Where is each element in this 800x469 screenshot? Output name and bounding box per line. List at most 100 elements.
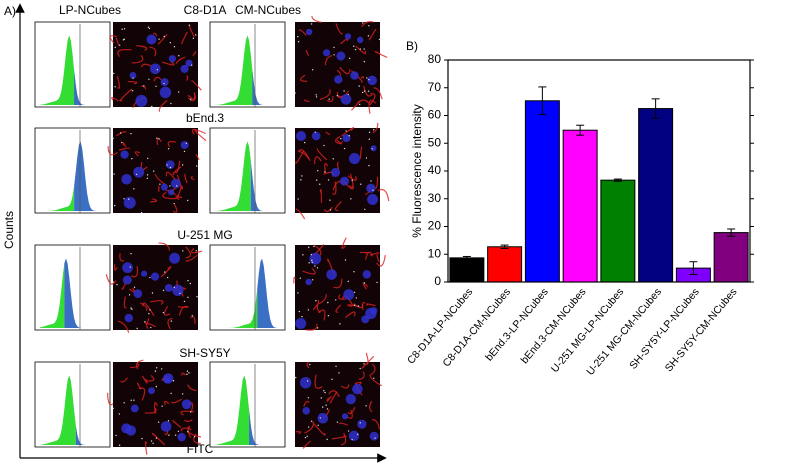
particle: [183, 150, 186, 153]
panel-b: B) % Fluorescence intensity 0 10 20 30 40 50 6…: [405, 39, 754, 378]
particle: [116, 283, 118, 286]
particle: [308, 262, 310, 264]
cell-stain: [376, 255, 386, 267]
particle: [189, 411, 192, 413]
nucleus-stain: [334, 75, 343, 84]
cell-stain: [175, 196, 183, 200]
column-heading: CM-NCubes: [235, 3, 301, 17]
particle: [132, 77, 134, 79]
particle: [169, 41, 172, 44]
particle: [177, 430, 180, 432]
cell-stain: [177, 306, 189, 308]
cell-stain: [300, 74, 308, 82]
cell-stain: [165, 171, 176, 181]
particle: [311, 69, 314, 71]
particle: [304, 436, 307, 439]
cell-stain: [347, 175, 357, 181]
row-label: C8-D1A: [184, 3, 227, 17]
cell-stain: [355, 45, 367, 55]
particle: [185, 142, 188, 145]
nucleus-stain: [302, 407, 310, 415]
particle: [195, 34, 197, 36]
nucleus-stain: [168, 189, 175, 196]
cell-stain: [313, 423, 326, 436]
particle: [367, 35, 370, 37]
panel-a: A) Counts FITC LP-NCubes CM-NCubes C8-D1…: [2, 3, 390, 463]
particle: [357, 305, 360, 307]
cell-stain: [314, 374, 323, 389]
particle: [169, 166, 172, 169]
particle: [363, 363, 365, 365]
cell-stain: [194, 129, 207, 142]
cell-stain: [368, 100, 377, 114]
cell-stain: [136, 45, 148, 52]
cell-stain: [361, 302, 366, 310]
particle: [192, 37, 195, 40]
particle: [327, 315, 330, 317]
nucleus-stain: [123, 196, 136, 209]
particle: [353, 271, 355, 273]
cell-stain: [109, 35, 117, 44]
particle: [323, 390, 325, 392]
particle: [148, 27, 151, 30]
particle: [158, 138, 160, 140]
nucleus-stain: [164, 283, 173, 292]
cell-stain: [318, 309, 326, 321]
particle: [181, 393, 184, 395]
cell-stain: [359, 146, 363, 159]
particle: [150, 326, 152, 329]
cell-stain: [339, 66, 351, 75]
micrograph: [295, 362, 380, 447]
particle: [118, 44, 121, 46]
row-label: SH-SY5Y: [179, 346, 230, 360]
particle: [336, 421, 339, 423]
particle: [155, 437, 158, 439]
cell-stain: [152, 32, 158, 37]
cell-stain: [333, 278, 343, 289]
particle: [351, 179, 353, 182]
nucleus-stain: [357, 36, 364, 44]
cell-stain: [377, 188, 390, 202]
cell-stain: [336, 139, 344, 144]
particle: [123, 198, 125, 200]
particle: [158, 38, 160, 40]
nucleus-stain: [361, 315, 370, 324]
particle: [325, 404, 327, 406]
cell-stain: [111, 96, 119, 102]
nucleus-stain: [367, 194, 379, 205]
cell-stain: [150, 300, 164, 305]
nucleus-stain: [367, 75, 377, 86]
cell-stain: [164, 400, 170, 405]
cell-stain: [187, 93, 196, 100]
particle: [196, 295, 198, 298]
cell-stain: [118, 320, 130, 333]
cell-stain: [115, 37, 119, 46]
particle: [122, 39, 125, 41]
cell-stain: [305, 323, 318, 331]
cell-stain: [371, 419, 381, 430]
particle: [316, 327, 319, 329]
cell-stain: [347, 406, 356, 415]
particle: [156, 137, 158, 139]
y-axis-label: Counts: [2, 211, 16, 249]
cell-stain: [357, 99, 370, 104]
nucleus-stain: [362, 270, 372, 279]
nucleus-stain: [170, 178, 181, 189]
cell-stain: [364, 251, 374, 260]
cell-stain: [326, 395, 332, 402]
particle: [366, 77, 368, 79]
cell-stain: [366, 303, 376, 307]
particle: [298, 310, 301, 313]
cell-stain: [362, 282, 369, 290]
cell-stain: [341, 237, 347, 249]
particle: [297, 41, 300, 43]
particle: [317, 170, 319, 172]
particle: [186, 370, 189, 372]
particle: [160, 368, 163, 370]
particle: [187, 431, 189, 433]
particle: [363, 282, 366, 284]
particle: [133, 286, 136, 288]
nucleus-stain: [122, 275, 132, 285]
cell-stain: [180, 427, 190, 432]
histogram-area: [40, 35, 76, 106]
